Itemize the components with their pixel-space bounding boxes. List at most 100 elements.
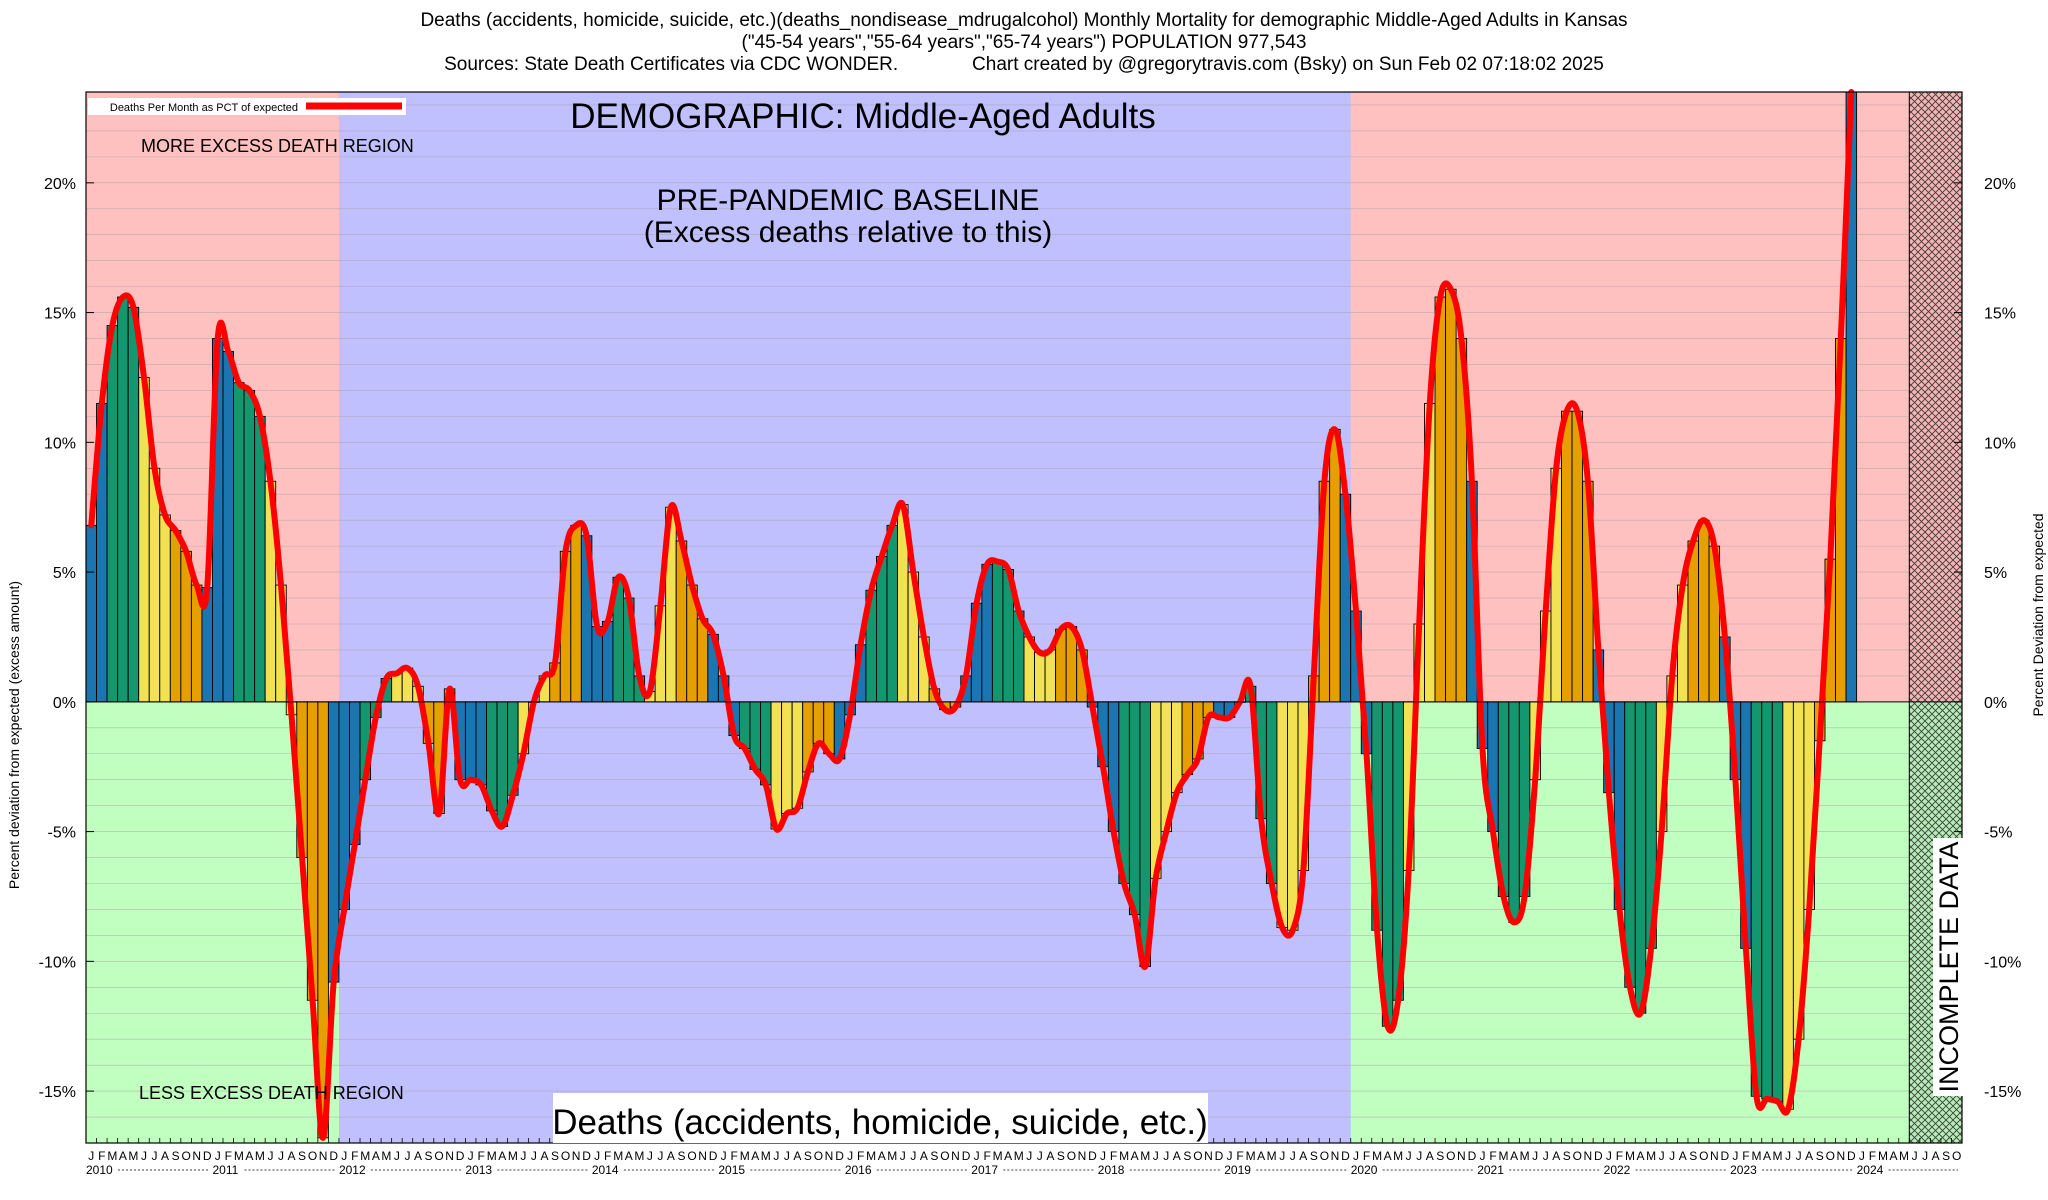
bar — [1044, 649, 1057, 703]
x-year-label: 2019 — [1224, 1163, 1251, 1177]
x-month-label: J — [1416, 1149, 1422, 1163]
x-month-label: J — [657, 1149, 663, 1163]
baseline-label-line1: PRE-PANDEMIC BASELINE — [657, 184, 1040, 217]
x-month-label: M — [1499, 1149, 1509, 1163]
x-month-label: D — [1341, 1149, 1350, 1163]
bar — [243, 389, 256, 703]
x-month-label: J — [88, 1149, 94, 1163]
x-month-label: A — [1552, 1149, 1560, 1163]
x-month-label: A — [1932, 1149, 1940, 1163]
x-month-label: O — [1067, 1149, 1076, 1163]
x-month-label: J — [1290, 1149, 1296, 1163]
bar — [1571, 410, 1584, 703]
x-month-label: A — [540, 1149, 548, 1163]
x-month-label: A — [1257, 1149, 1265, 1163]
x-month-label: D — [709, 1149, 718, 1163]
x-month-label: J — [1659, 1149, 1665, 1163]
x-month-label: N — [319, 1149, 328, 1163]
left-axis-title: Percent deviation from expected (excess … — [6, 581, 22, 889]
x-month-label: F — [857, 1149, 864, 1163]
x-month-label: M — [128, 1149, 138, 1163]
bar — [875, 556, 888, 703]
x-month-label: O — [308, 1149, 317, 1163]
less-excess-region-label: LESS EXCESS DEATH REGION — [139, 1083, 404, 1103]
bar — [148, 467, 161, 703]
x-month-label: A — [119, 1149, 127, 1163]
chart-title-block: Deaths (accidents, homicide, suicide, et… — [0, 10, 2048, 76]
x-year-label: 2022 — [1604, 1163, 1631, 1177]
demographic-label: DEMOGRAPHIC: Middle-Aged Adults — [570, 97, 1155, 136]
x-month-label: S — [298, 1149, 306, 1163]
x-month-label: A — [878, 1149, 886, 1163]
x-month-label: M — [887, 1149, 897, 1163]
x-month-label: J — [721, 1149, 727, 1163]
x-month-label: O — [181, 1149, 190, 1163]
x-month-label: S — [930, 1149, 938, 1163]
x-month-label: A — [1510, 1149, 1518, 1163]
x-month-label: J — [394, 1149, 400, 1163]
bar — [475, 701, 487, 786]
bar — [1181, 701, 1194, 775]
x-month-label: S — [1816, 1149, 1824, 1163]
bar — [169, 530, 182, 703]
x-month-label: A — [245, 1149, 253, 1163]
x-month-label: S — [1436, 1149, 1444, 1163]
x-month-label: S — [804, 1149, 812, 1163]
x-month-label: J — [1037, 1149, 1043, 1163]
x-year-label: 2021 — [1477, 1163, 1504, 1177]
x-month-label: M — [107, 1149, 117, 1163]
x-month-label: A — [793, 1149, 801, 1163]
x-month-label: J — [531, 1149, 537, 1163]
x-month-label: A — [1173, 1149, 1181, 1163]
trend-line-series — [88, 89, 1855, 1141]
chart-subtitle-population: ("45-54 years","55-64 years","65-74 year… — [741, 32, 1307, 53]
x-month-label: J — [1153, 1149, 1159, 1163]
bar — [254, 415, 266, 703]
x-month-label: A — [1889, 1149, 1897, 1163]
x-month-label: M — [634, 1149, 644, 1163]
bar — [1782, 701, 1794, 1110]
x-month-label: M — [381, 1149, 391, 1163]
right-axis-title: Percent Deviation from expected — [2030, 513, 2046, 716]
x-month-label: F — [1742, 1149, 1749, 1163]
x-month-label: J — [215, 1149, 221, 1163]
x-month-label: F — [98, 1149, 105, 1163]
x-month-label: J — [910, 1149, 916, 1163]
x-month-label: F — [604, 1149, 611, 1163]
x-year-label: 2011 — [212, 1163, 238, 1177]
x-month-label: J — [900, 1149, 906, 1163]
x-month-label: A — [161, 1149, 169, 1163]
x-month-label: O — [1193, 1149, 1202, 1163]
bar — [391, 672, 403, 703]
bar — [1761, 701, 1773, 1100]
x-month-label: A — [1299, 1149, 1307, 1163]
x-month-label: N — [1584, 1149, 1593, 1163]
y-tick-label-right: 15% — [1984, 306, 2016, 323]
bar — [812, 701, 825, 744]
x-month-label: M — [1119, 1149, 1129, 1163]
trend-line — [88, 89, 1855, 1141]
x-month-label: N — [192, 1149, 201, 1163]
x-month-label: J — [784, 1149, 790, 1163]
x-month-label: F — [1236, 1149, 1243, 1163]
y-tick-label-left: 0% — [53, 695, 76, 712]
x-month-label: J — [152, 1149, 158, 1163]
x-month-label: A — [1046, 1149, 1054, 1163]
x-month-label: M — [487, 1149, 497, 1163]
bar — [233, 382, 245, 703]
x-month-label: D — [1594, 1149, 1603, 1163]
legend: Deaths Per Month as PCT of expected — [88, 98, 406, 115]
x-month-label: M — [360, 1149, 370, 1163]
legend-box — [88, 98, 406, 115]
x-month-label: M — [761, 1149, 771, 1163]
y-axis-ticks: -15% -15% -10% -10% -5% -5% 0% 0% 5% 5% 10% 10% 15% 1… — [39, 176, 2022, 1101]
x-month-label: J — [1227, 1149, 1233, 1163]
x-month-label: N — [1836, 1149, 1845, 1163]
x-month-label: J — [1543, 1149, 1549, 1163]
x-month-label: J — [1785, 1149, 1791, 1163]
y-tick-label-right: 5% — [1984, 565, 2007, 582]
x-month-label: S — [425, 1149, 433, 1163]
y-tick-label-right: -15% — [1984, 1084, 2021, 1101]
bar — [781, 701, 793, 814]
